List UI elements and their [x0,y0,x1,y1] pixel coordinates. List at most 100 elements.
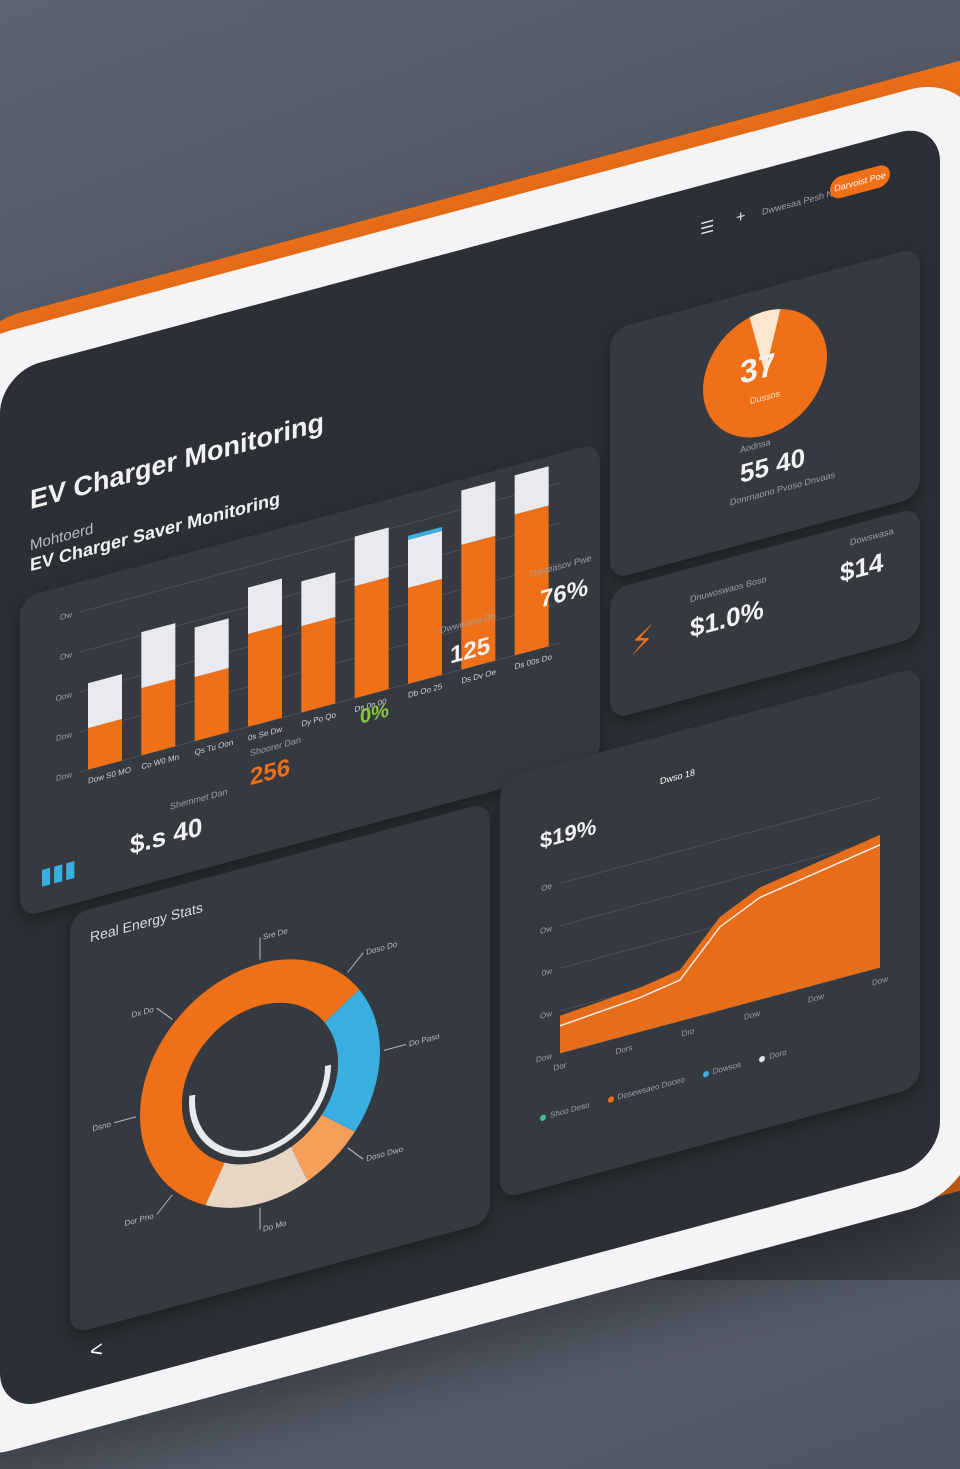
bar-x-tick: Ds Dv Oe [461,667,496,685]
bar-orange [141,679,176,756]
bar-x-tick: Db Oo 25 [408,682,443,700]
tablet-device: ☰ + Dwwesaa Pesh Noshe Darvoist Poe EV C… [0,70,960,1469]
stage: ☰ + Dwwesaa Pesh Noshe Darvoist Poe EV C… [0,31,960,1469]
bar-white [88,674,122,729]
bar-x-tick: Ds 00s Do [515,652,553,671]
bar-white [461,481,496,545]
donut-slice [321,989,380,1132]
donut-leader [156,1194,173,1215]
bar-white [514,452,549,515]
bar-white [408,530,442,588]
trend-annotation: Dwso 18 [660,767,696,787]
donut-label: Doso Dwo [366,1144,403,1163]
bar-y-tick: Oow [56,690,73,703]
donut-label: Sre De [263,926,288,942]
area-x-tick: Dow [872,974,888,987]
bar-x-tick: Dy Po Qo [301,710,336,728]
bar-y-tick: Ow [60,650,72,662]
legend-item: Doro [759,1047,787,1064]
gauge-chart [703,309,827,438]
legend-item: Dosewsaeo Doceo [607,1074,685,1105]
bar-orange [88,718,122,770]
legend-dot [607,1095,614,1103]
cost-value: $.s 40 [130,811,203,861]
legend-label: Dowsos [712,1059,742,1077]
legend-dot [702,1069,709,1078]
legend-label: Shoo Deso [550,1100,590,1120]
bar-white [354,527,389,587]
area-x-tick: Dow [808,992,824,1005]
area-gridline [560,839,880,927]
area-y-tick: Oe [541,881,552,893]
plus-icon[interactable]: + [736,207,746,228]
legend-item: Shoo Deso [540,1100,590,1122]
bar-chart-panel: Dow Dow Oow Ow Ow Dow S0 MO Co W0 Mn Qs Tu Oon 0… [20,442,600,918]
donut-label: Dsno [92,1120,111,1134]
bar-white [194,618,229,678]
donut-leader [347,952,364,973]
donut-label: Doso Do [366,940,398,957]
battery-icon: ▮▮▮ [40,854,77,890]
donut-label: Do Paso [409,1031,440,1048]
donut-label: Do Mo [263,1218,287,1233]
area-y-tick: Ow [540,924,552,936]
gauge-gap [749,309,781,374]
donut-slice [140,959,360,1206]
donut-leader [156,1007,173,1020]
bar-y-tick: Dow [56,770,72,783]
trend-area-chart: Dow Ow 0w Ow Oe Dor Dors Dro Dow Dow Dow [536,796,888,1073]
bar-orange [354,577,389,699]
legend-label: Doro [769,1047,787,1062]
bar-orange [301,617,336,713]
donut-label: Dx Do [132,1005,155,1020]
cost-caption: Shemmet Dan [170,786,228,812]
back-button[interactable]: < [90,1335,103,1365]
gauge-panel: 37 Dussos Aodnsa 55 40 Donrnaono Pvoso D… [610,246,920,580]
energy-stats-panel: Real Energy Stats Sre De Doso Do Do Paso Do… [70,801,490,1335]
bar-y-tick: Ow [60,610,72,622]
area-y-tick: Ow [540,1009,552,1021]
bar-white [141,623,176,689]
charger-plug-icon: ⚡ [630,619,654,664]
bar-orange [194,667,229,742]
area-fill [560,834,880,1054]
donut-leader [114,1116,136,1124]
donut-slice [205,1146,308,1208]
donut-label: Dor Pno [124,1211,154,1228]
legend-label: Dosewsaeo Doceo [617,1074,685,1102]
dashboard-screen: ☰ + Dwwesaa Pesh Noshe Darvoist Poe EV C… [0,121,940,1414]
cta-button[interactable]: Darvoist Poe [830,162,890,201]
legend-dot [540,1113,546,1122]
area-line [559,844,881,1027]
donut-slice [290,1114,355,1181]
energy-value: 256 [250,753,291,792]
area-x-tick: Dow [744,1009,760,1022]
bar-orange [461,535,496,670]
donut-hole [182,1002,338,1165]
energy-donut-chart: Sre De Doso Do Do Paso Doso Dwo Do Mo Dor Pno… [92,926,440,1234]
trend-panel: $19% Dwso 18 Dow Ow 0w Ow Oe Dor Dors Dro Dow Dow… [500,666,920,1200]
legend-dot [759,1054,766,1063]
bar-x-tick: Co W0 Mn [141,752,179,771]
area-x-tick: Dors [616,1043,633,1056]
bar-x-tick: Qs Tu Oon [195,738,234,757]
bar-white [301,572,336,627]
bar-white [248,578,282,635]
revenue-side-caption: Dowswasa [850,525,894,548]
donut-leader [347,1147,364,1160]
area-gridline [560,796,880,884]
bar-y-tick: Dow [56,730,72,743]
revenue-side-value: $14 [840,546,884,589]
hamburger-menu-icon[interactable]: ☰ [700,217,715,239]
bar-orange [408,578,442,684]
donut-leader [384,1043,406,1051]
legend-item: Dowsos [702,1059,742,1079]
bar-accent [408,526,442,540]
area-y-tick: Dow [536,1051,552,1064]
area-y-tick: 0w [542,966,552,978]
bar-orange [248,624,282,727]
area-x-tick: Dro [682,1026,695,1038]
bar-orange [514,505,549,656]
area-x-tick: Dor [554,1061,567,1073]
